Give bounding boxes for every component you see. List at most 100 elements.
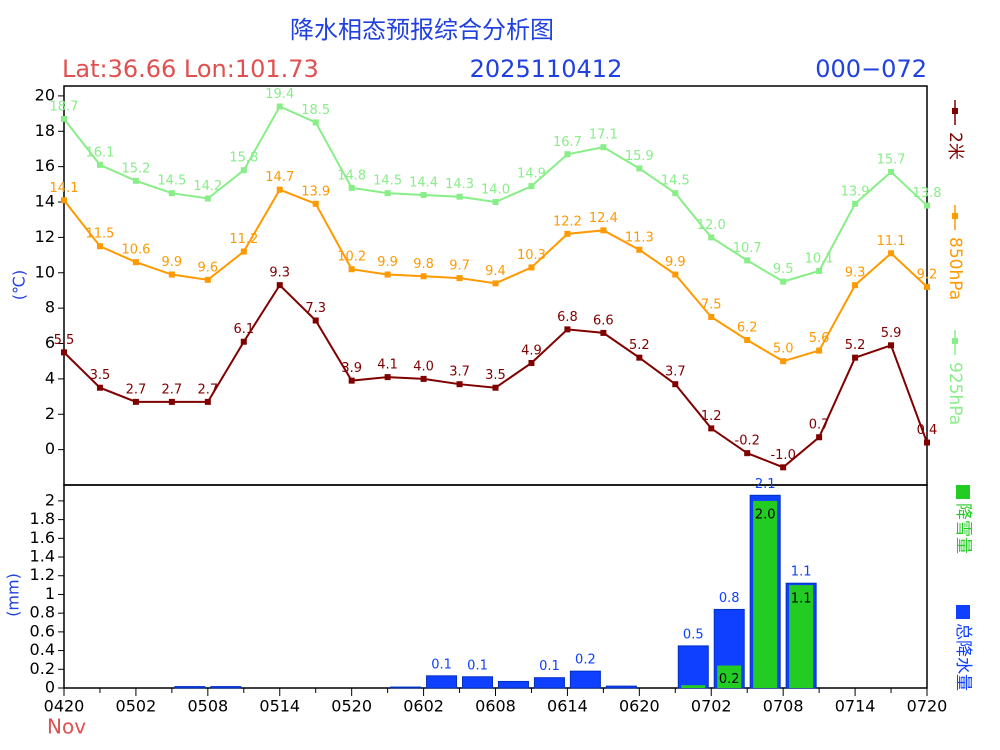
- point: [600, 329, 607, 336]
- point: [564, 326, 571, 333]
- value-label: 14.5: [661, 174, 690, 189]
- value-label: 16.7: [553, 135, 582, 150]
- point: [96, 161, 103, 168]
- y-tick-label: 16: [35, 156, 55, 175]
- point: [276, 282, 283, 289]
- bar: [789, 585, 814, 688]
- value-label: 9.5: [773, 262, 794, 277]
- point: [888, 342, 895, 349]
- x-tick-label: 0620: [619, 697, 660, 716]
- y-tick-label: 0: [45, 678, 55, 697]
- value-label: 4.1: [377, 358, 398, 373]
- value-label: 0.2: [719, 672, 740, 687]
- y-label: (mm): [4, 573, 23, 617]
- y-tick-label: 0.4: [30, 640, 55, 659]
- value-label: 9.2: [917, 267, 938, 282]
- x-tick-label: 0520: [331, 697, 372, 716]
- chart-title: 降水相态预报综合分析图: [290, 16, 554, 44]
- value-label: 13.8: [913, 186, 942, 201]
- point: [852, 200, 859, 207]
- point: [816, 267, 823, 274]
- y-label: (℃): [10, 270, 29, 300]
- point: [204, 195, 211, 202]
- value-label: 14.9: [517, 167, 546, 182]
- point: [132, 398, 139, 405]
- y-tick-label: 0: [45, 439, 55, 458]
- value-label: 12.2: [553, 214, 582, 229]
- value-label: 13.9: [841, 184, 870, 199]
- point: [816, 347, 823, 354]
- bar: [462, 676, 494, 689]
- value-label: 12.0: [697, 218, 726, 233]
- y-tick-label: 14: [35, 192, 55, 211]
- point: [420, 273, 427, 280]
- value-label: 3.7: [665, 365, 686, 380]
- point: [348, 377, 355, 384]
- bar: [390, 686, 422, 689]
- point: [96, 243, 103, 250]
- x-tick-label: 0602: [403, 697, 444, 716]
- point: [61, 115, 67, 122]
- bar: [210, 686, 242, 689]
- value-label: 3.5: [485, 368, 506, 383]
- value-label: 10.3: [517, 248, 546, 263]
- x-tick-label: 0614: [547, 697, 588, 716]
- value-label: 6.2: [737, 320, 758, 335]
- x-sublabel: Nov: [47, 715, 86, 739]
- legend-label: 2米: [945, 132, 965, 160]
- value-label: 9.8: [413, 257, 434, 272]
- point: [924, 439, 930, 446]
- point: [456, 381, 463, 388]
- location: Lat:36.66 Lon:101.73: [62, 55, 319, 83]
- value-label: 14.4: [409, 175, 438, 190]
- value-label: 11.5: [85, 227, 114, 242]
- x-tick-label: 0702: [691, 697, 732, 716]
- legend-label: 总降水量: [953, 623, 973, 691]
- legend-label: 降雪量: [953, 503, 973, 554]
- point: [636, 165, 643, 172]
- value-label: 2.7: [197, 382, 218, 397]
- point: [168, 271, 175, 278]
- bar: [753, 500, 778, 688]
- point: [348, 266, 355, 273]
- point: [636, 246, 643, 253]
- y-tick-label: 4: [45, 368, 55, 387]
- point: [384, 190, 391, 197]
- value-label: 4.0: [413, 359, 434, 374]
- point: [168, 398, 175, 405]
- bar: [174, 686, 206, 689]
- point: [312, 200, 319, 207]
- point: [528, 264, 535, 271]
- value-label: 15.9: [625, 149, 654, 164]
- value-label: 5.2: [845, 338, 866, 353]
- point: [780, 358, 787, 365]
- point: [744, 257, 751, 264]
- point: [204, 398, 211, 405]
- value-label: 10.7: [733, 241, 762, 256]
- point: [132, 177, 139, 184]
- x-tick-label: 0714: [835, 697, 876, 716]
- value-label: 14.3: [445, 177, 474, 192]
- value-label: 0.7: [809, 418, 830, 433]
- point: [708, 425, 715, 432]
- point: [276, 186, 283, 193]
- point: [348, 184, 355, 191]
- value-label: 15.7: [877, 152, 906, 167]
- y-tick-label: 2: [45, 404, 55, 423]
- value-label: 10.2: [337, 250, 366, 265]
- point: [780, 278, 787, 285]
- y-tick-label: 2: [45, 490, 55, 509]
- y-tick-label: 20: [35, 85, 55, 104]
- value-label: 9.3: [845, 266, 866, 281]
- value-label: 1.2: [701, 409, 722, 424]
- value-label: -1.0: [770, 448, 795, 463]
- x-tick-label: 0502: [116, 697, 157, 716]
- point: [528, 359, 535, 366]
- value-label: 2.1: [755, 477, 776, 492]
- x-tick-label: 0514: [259, 697, 300, 716]
- value-label: 14.5: [373, 174, 402, 189]
- point: [384, 271, 391, 278]
- x-tick-label: 0720: [907, 697, 948, 716]
- point: [312, 119, 319, 126]
